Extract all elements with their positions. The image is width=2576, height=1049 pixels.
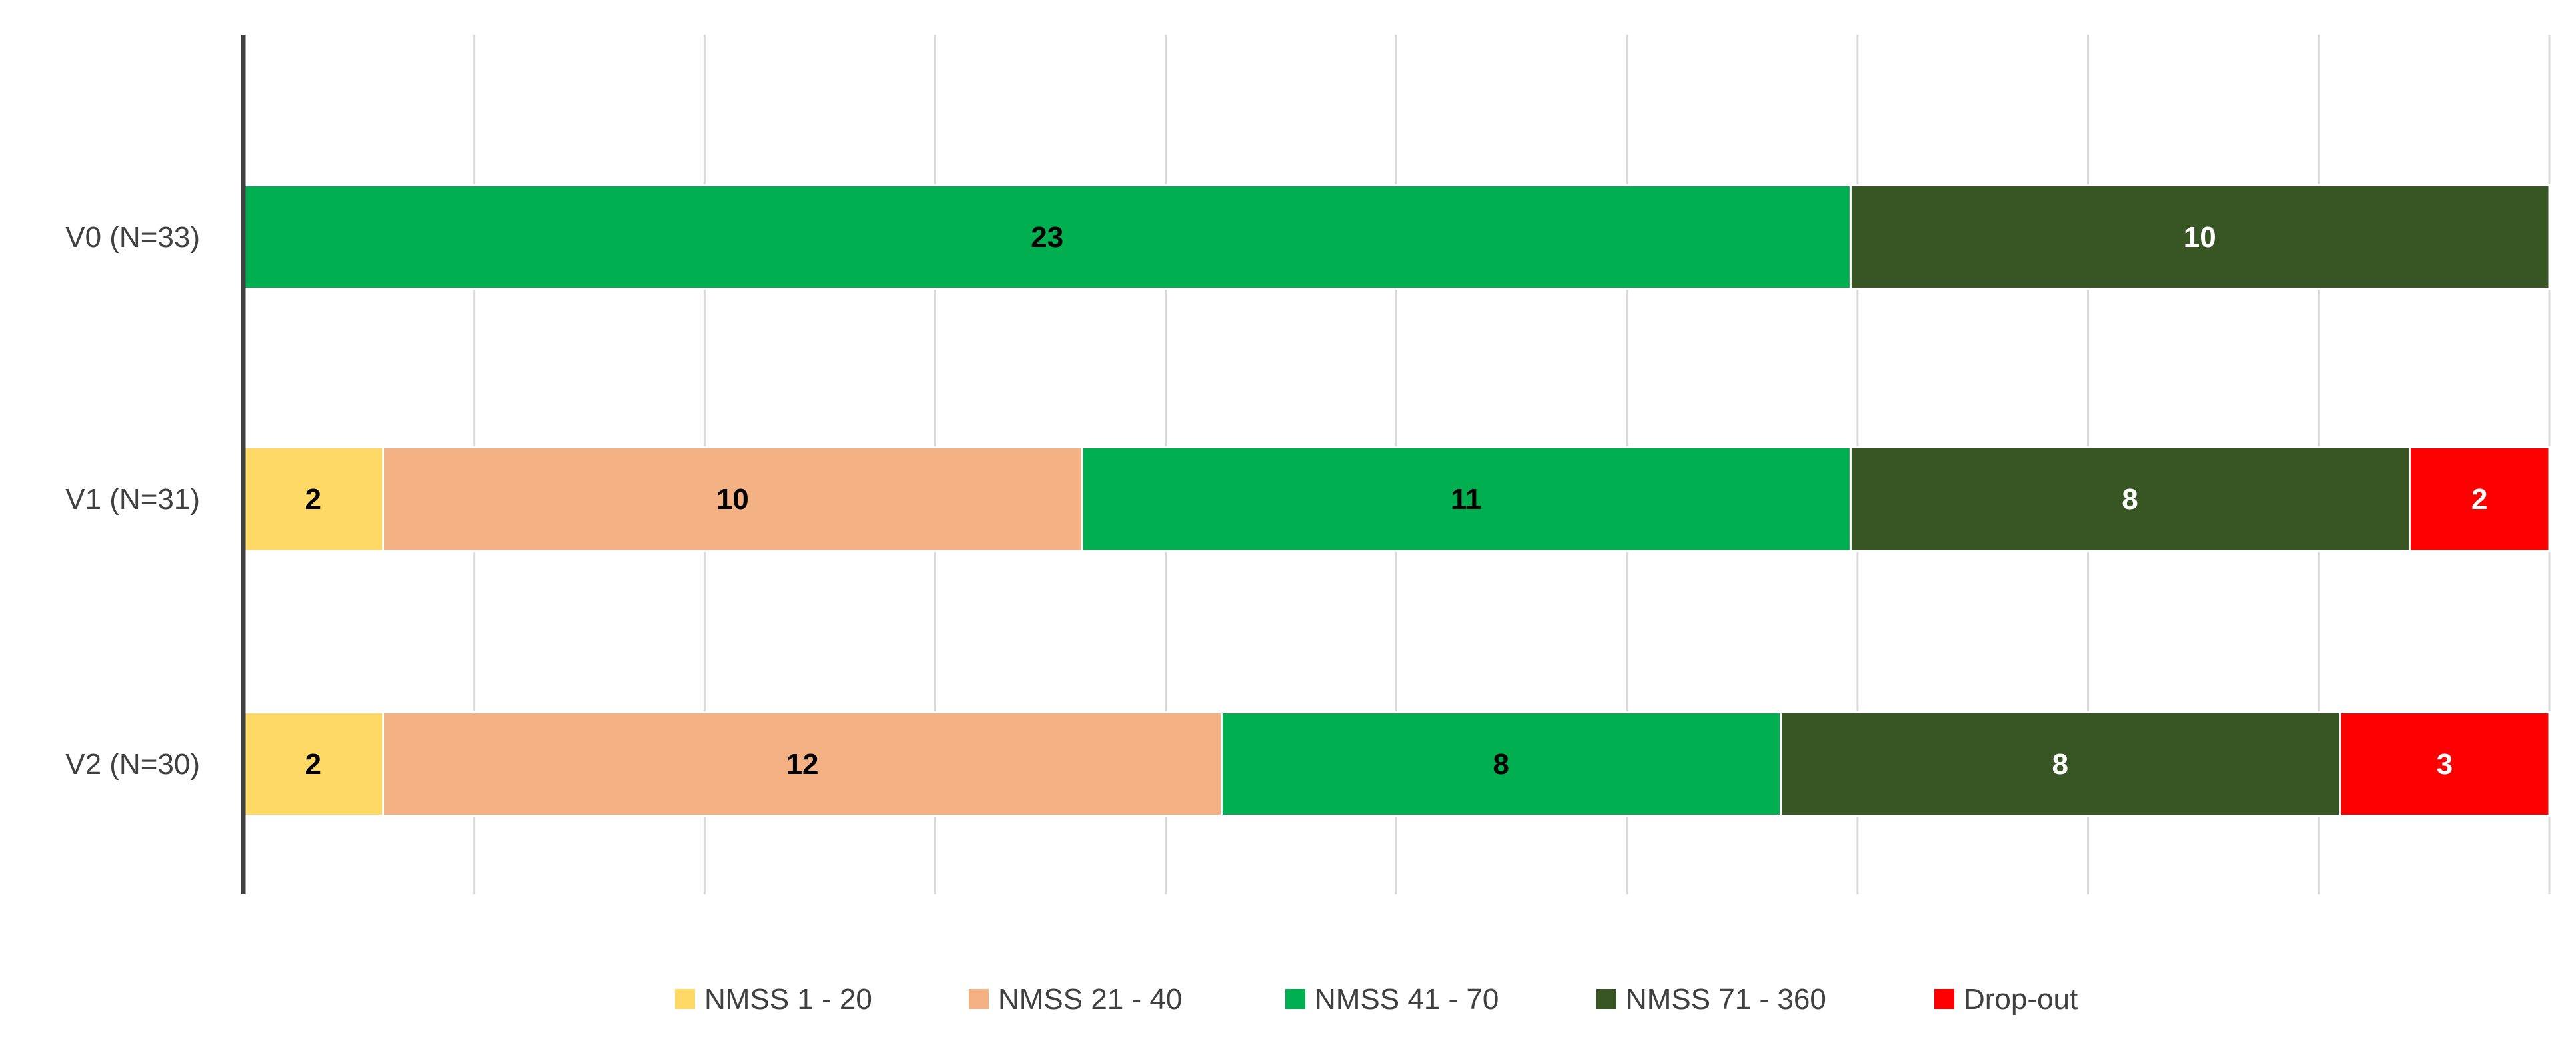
data-label: 10 bbox=[2184, 221, 2216, 254]
data-label: 23 bbox=[1031, 221, 1063, 254]
bar-segment bbox=[382, 711, 1223, 817]
bar-segment bbox=[1221, 711, 1782, 817]
data-label: 8 bbox=[2052, 748, 2068, 781]
category-axis-labels: V0 (N=33) V1 (N=31) V2 (N=30) bbox=[65, 221, 200, 781]
data-labels: 23 10 2 10 11 8 2 2 12 8 8 3 bbox=[305, 221, 2488, 781]
legend-swatch bbox=[1596, 989, 1616, 1009]
bar-segments bbox=[242, 184, 2551, 817]
legend-label: NMSS 21 - 40 bbox=[998, 983, 1182, 1016]
legend: NMSS 1 - 20 NMSS 21 - 40 NMSS 41 - 70 NMSS … bbox=[675, 983, 2078, 1016]
bar-segment bbox=[1081, 446, 1852, 552]
bar-segment bbox=[1849, 446, 2411, 552]
bar-segment bbox=[2339, 711, 2551, 817]
bar-segment bbox=[382, 446, 1083, 552]
data-label: 3 bbox=[2437, 748, 2453, 781]
legend-label: Drop-out bbox=[1964, 983, 2078, 1016]
legend-label: NMSS 1 - 20 bbox=[704, 983, 872, 1016]
legend-swatch bbox=[675, 989, 695, 1009]
category-label: V1 (N=31) bbox=[65, 483, 200, 516]
data-label: 11 bbox=[1451, 483, 1482, 516]
legend-label: NMSS 41 - 70 bbox=[1315, 983, 1499, 1016]
data-label: 10 bbox=[716, 483, 749, 516]
data-label: 8 bbox=[1493, 748, 1509, 781]
bar-segment bbox=[2408, 446, 2551, 552]
category-label: V2 (N=30) bbox=[65, 748, 200, 781]
legend-swatch bbox=[1934, 989, 1954, 1009]
bar-segment bbox=[1780, 711, 2341, 817]
data-label: 2 bbox=[305, 748, 321, 781]
legend-swatch bbox=[1285, 989, 1305, 1009]
data-label: 8 bbox=[2122, 483, 2138, 516]
data-label: 12 bbox=[786, 748, 819, 781]
bar-segment bbox=[242, 711, 385, 817]
legend-swatch bbox=[969, 989, 989, 1009]
category-label: V0 (N=33) bbox=[65, 221, 200, 254]
bar-segment bbox=[1849, 184, 2551, 290]
data-label: 2 bbox=[2471, 483, 2487, 516]
data-label: 2 bbox=[305, 483, 321, 516]
legend-label: NMSS 71 - 360 bbox=[1626, 983, 1826, 1016]
